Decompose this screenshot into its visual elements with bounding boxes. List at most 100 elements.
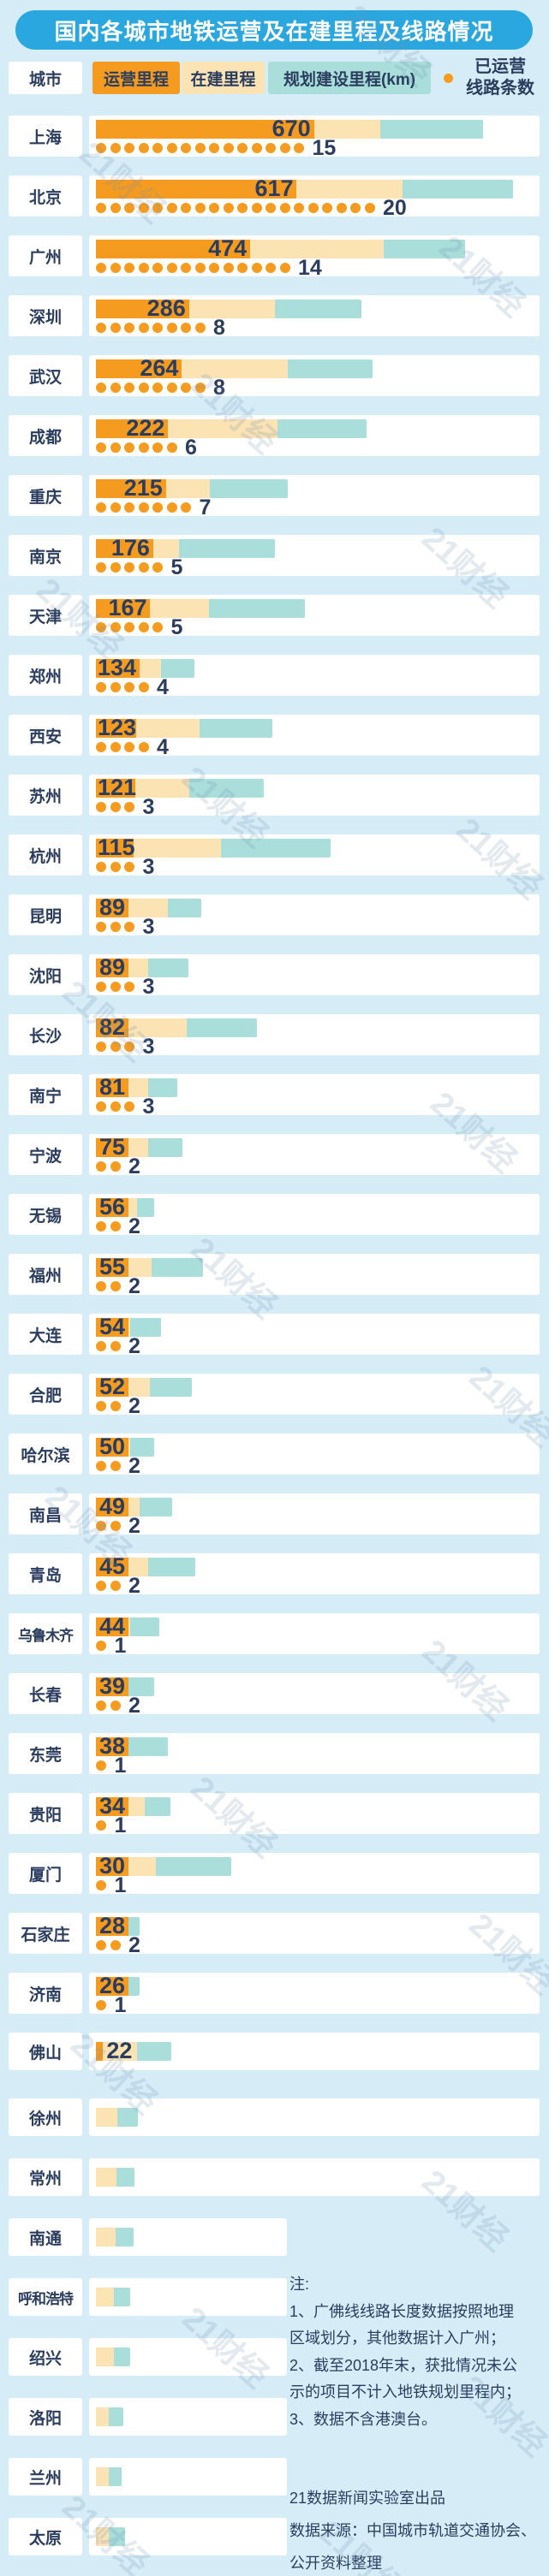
operating-lines-dots: 3 xyxy=(96,1036,154,1058)
city-label: 青岛 xyxy=(9,1553,82,1594)
line-dot-icon xyxy=(152,502,163,513)
under-construction-bar xyxy=(188,300,276,318)
under-construction-bar xyxy=(96,2407,110,2426)
line-count: 20 xyxy=(383,196,407,220)
mileage-bar: 39 xyxy=(96,1675,155,1698)
line-dot-icon xyxy=(96,383,106,393)
operating-bar xyxy=(96,1677,128,1696)
line-dot-icon xyxy=(152,263,163,273)
line-dot-icon xyxy=(181,383,191,393)
mileage-bar: 81 xyxy=(96,1076,177,1099)
line-dot-icon xyxy=(110,922,121,932)
operating-value: 121 xyxy=(98,775,137,800)
under-construction-bar xyxy=(128,1138,148,1157)
under-construction-bar xyxy=(96,2168,116,2187)
city-row: 55 2 xyxy=(89,1254,540,1297)
city-label: 郑州 xyxy=(9,655,82,696)
planned-bar xyxy=(287,359,373,378)
city-label: 沈阳 xyxy=(9,954,82,995)
line-dot-icon xyxy=(138,502,149,513)
line-count: 8 xyxy=(213,316,225,340)
operating-bar xyxy=(96,300,189,318)
under-construction-bar xyxy=(139,659,161,678)
line-dot-icon xyxy=(96,1281,106,1291)
operating-bar xyxy=(96,659,140,678)
line-count: 2 xyxy=(128,1154,140,1178)
operating-lines-dots: 1 xyxy=(96,1755,126,1777)
city-row: 115 3 xyxy=(89,834,540,878)
city-row: 222 6 xyxy=(89,415,540,459)
mileage-bar: 75 xyxy=(96,1134,182,1160)
operating-value: 55 xyxy=(99,1254,126,1279)
operating-value: 28 xyxy=(99,1913,126,1938)
city-label: 太原 xyxy=(9,2518,82,2555)
line-dot-icon xyxy=(266,143,276,153)
line-dot-icon xyxy=(166,143,177,153)
operating-value: 49 xyxy=(99,1493,126,1519)
mileage-bar: 38 xyxy=(96,1735,168,1758)
line-dot-icon xyxy=(138,263,149,273)
operating-lines-dots: 2 xyxy=(96,1276,140,1297)
line-dot-icon xyxy=(322,203,332,213)
planned-bar xyxy=(277,419,367,438)
line-dot-icon xyxy=(96,1042,106,1052)
line-dot-icon xyxy=(96,1221,106,1232)
legend-operating-lines-line2: 线路条数 xyxy=(466,79,534,98)
line-dot-icon xyxy=(124,502,134,513)
mileage-bar: 617 xyxy=(96,177,514,200)
city-row xyxy=(89,2158,540,2196)
operating-lines-dots: 3 xyxy=(96,976,154,998)
planned-bar xyxy=(116,2168,134,2187)
mileage-bar: 286 xyxy=(96,297,362,320)
city-row: 22 xyxy=(89,2033,540,2070)
line-dot-icon xyxy=(279,263,290,273)
mileage-bar: 30 xyxy=(96,1855,231,1878)
mileage-bar: 115 xyxy=(96,836,331,859)
operating-value: 75 xyxy=(99,1134,126,1160)
mileage-bar: 123 xyxy=(96,716,273,739)
planned-bar xyxy=(113,2288,130,2306)
operating-value: 34 xyxy=(99,1793,126,1819)
line-dot-icon xyxy=(110,802,121,812)
city-label: 南宁 xyxy=(9,1074,82,1115)
operating-lines-dots: 2 xyxy=(96,1336,140,1357)
line-count: 2 xyxy=(128,1694,140,1718)
city-label: 福州 xyxy=(9,1254,82,1295)
line-count: 3 xyxy=(142,795,155,819)
line-dot-icon xyxy=(124,1042,134,1052)
note-line: 区域划分，其他数据计入广州； xyxy=(289,2330,505,2347)
planned-bar xyxy=(140,1498,173,1517)
line-dot-icon xyxy=(223,263,234,273)
under-construction-bar xyxy=(96,2467,110,2486)
mileage-bar: 474 xyxy=(96,237,465,260)
line-dot-icon xyxy=(96,323,106,333)
operating-bar xyxy=(96,1917,128,1936)
line-dot-icon xyxy=(166,263,177,273)
city-row: 121 3 xyxy=(89,775,540,819)
operating-bar xyxy=(96,719,136,738)
line-count: 2 xyxy=(128,1574,140,1598)
line-dot-icon xyxy=(138,143,149,153)
line-dot-icon xyxy=(364,203,375,213)
city-label: 洛阳 xyxy=(9,2398,82,2436)
line-dot-icon xyxy=(237,203,248,213)
line-dot-icon xyxy=(110,1101,121,1112)
city-label: 北京 xyxy=(9,175,82,217)
line-count: 2 xyxy=(128,1214,140,1238)
operating-lines-dots: 8 xyxy=(96,377,225,399)
operating-bar xyxy=(96,1737,128,1756)
city-label: 哈尔滨 xyxy=(9,1433,82,1475)
city-row: 45 2 xyxy=(89,1553,540,1598)
line-dot-icon xyxy=(266,203,276,213)
line-dot-icon xyxy=(96,1820,106,1831)
city-row: 28 2 xyxy=(89,1913,540,1956)
planned-bar xyxy=(188,779,265,798)
line-count: 15 xyxy=(312,136,337,160)
line-dot-icon xyxy=(124,862,134,872)
line-dot-icon xyxy=(336,203,347,213)
operating-bar xyxy=(96,1498,128,1517)
under-construction-bar xyxy=(96,2527,110,2546)
under-construction-bar xyxy=(152,539,180,558)
mileage-bar: 45 xyxy=(96,1555,195,1578)
